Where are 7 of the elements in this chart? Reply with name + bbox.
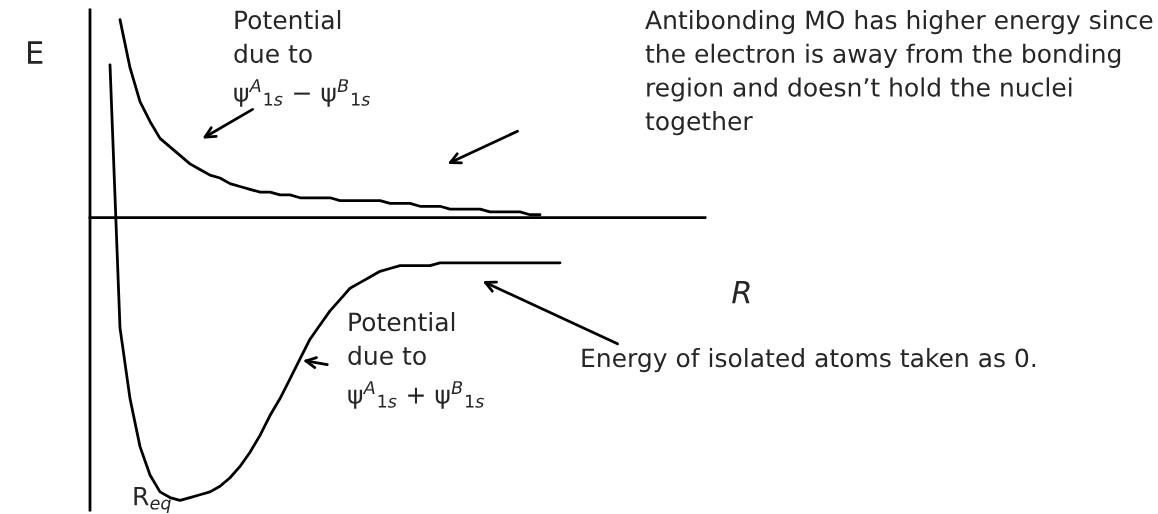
- annotation: Energy of isolated atoms taken as 0.: [582, 348, 1036, 373]
- annotation: Antibonding MO has higher energy since the electron is away from the bonding region and doesn’t hold the nuclei together: [645, 10, 1153, 136]
- x-axis-title: R: [732, 280, 750, 304]
- annotation: R$_{eq}$: [134, 487, 171, 513]
- annotation: Potential due to ψ$^{A}$$_{1s}$ − ψ$^{B}$$_{1s}$: [234, 10, 370, 107]
- annotation: Potential due to ψ$^{A}$$_{1s}$ + ψ$^{B}$$_{1s}$: [348, 312, 484, 409]
- y-axis-title: E: [27, 41, 43, 64]
